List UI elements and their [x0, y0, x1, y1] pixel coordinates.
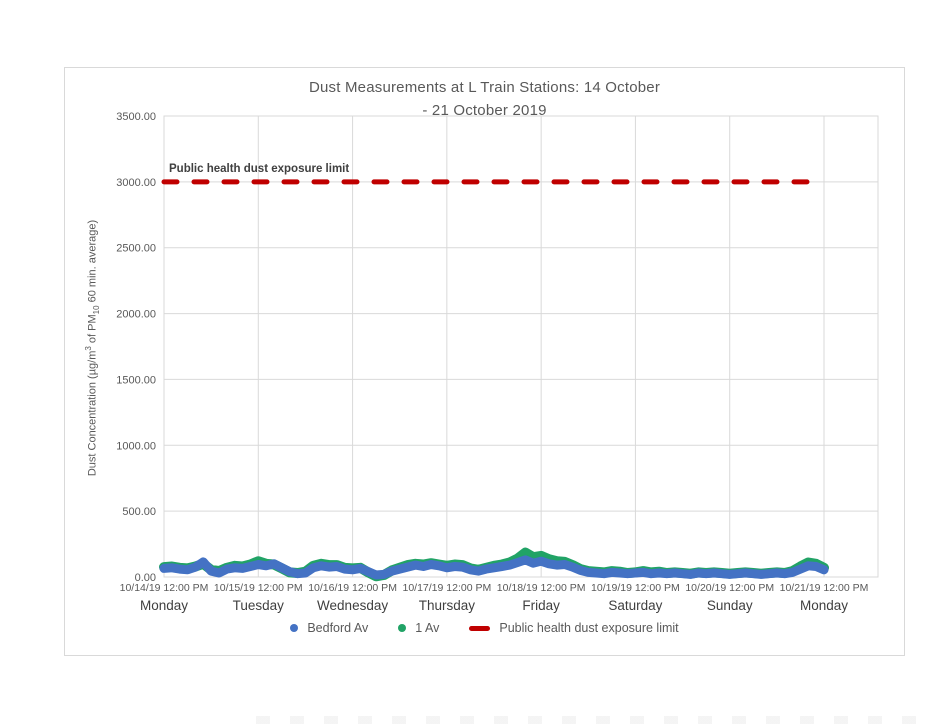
- y-axis-title-text: Dust Concentration (µg/m: [86, 350, 99, 477]
- chart-title-line2: - 21 October 2019: [422, 102, 547, 119]
- x-tick-datetime: 10/17/19 12:00 PM: [402, 582, 491, 594]
- x-tick-day: Wednesday: [317, 598, 388, 613]
- y-axis-title: Dust Concentration (µg/m3 of PM10 60 min…: [84, 128, 101, 568]
- legend-marker-dot: [398, 624, 407, 632]
- y-tick-label: 2000.00: [116, 309, 156, 321]
- x-tick-day: Thursday: [419, 598, 476, 613]
- legend: Bedford Av 1 Av Public health dust exposur…: [65, 621, 904, 635]
- y-tick-label: 500.00: [122, 506, 156, 518]
- legend-label: Bedford Av: [307, 621, 369, 635]
- legend-label: 1 Av: [415, 621, 440, 635]
- series-bedford-av: [159, 555, 829, 580]
- y-tick-label: 2500.00: [116, 243, 156, 255]
- x-tick-datetime: 10/18/19 12:00 PM: [497, 582, 586, 594]
- y-axis-title-sup: 3: [84, 346, 93, 351]
- reference-line-annotation: Public health dust exposure limit: [169, 163, 350, 175]
- y-tick-label: 3000.00: [116, 177, 156, 189]
- y-axis-title-suffix: 60 min. average): [86, 219, 99, 306]
- x-tick-day: Friday: [522, 598, 560, 613]
- chart-title-line1: Dust Measurements at L Train Stations: 1…: [308, 79, 661, 96]
- legend-item: Bedford Av: [290, 621, 368, 635]
- legend-item: 1 Av: [398, 621, 439, 635]
- y-axis-title-mid: of PM: [86, 314, 99, 347]
- plot-border: [163, 115, 879, 578]
- y-tick-label: 0.00: [135, 572, 156, 584]
- x-tick-datetime: 10/16/19 12:00 PM: [308, 582, 397, 594]
- chart-title: Dust Measurements at L Train Stations: 1…: [65, 76, 904, 122]
- legend-label: Public health dust exposure limit: [499, 621, 679, 635]
- x-tick-datetime: 10/20/19 12:00 PM: [685, 582, 774, 594]
- x-tick-day: Monday: [140, 598, 188, 613]
- legend-item: Public health dust exposure limit: [469, 621, 679, 635]
- y-tick-label: 1000.00: [116, 440, 156, 452]
- legend-marker-dash: [469, 625, 491, 631]
- x-tick-day: Saturday: [608, 598, 662, 613]
- x-tick-datetime: 10/19/19 12:00 PM: [591, 582, 680, 594]
- y-tick-label: 3500.00: [116, 111, 156, 123]
- legend-marker-dot: [290, 624, 299, 632]
- plot-svg: 0.00 500.00 1000.00 1500.00 2000.00 2500.00 30…: [116, 111, 879, 613]
- chart-frame: Dust Measurements at L Train Stations: 1…: [64, 67, 905, 656]
- x-tick-datetime: 10/15/19 12:00 PM: [214, 582, 303, 594]
- x-tick-day: Tuesday: [233, 598, 285, 613]
- y-axis-title-sub: 10: [91, 305, 101, 315]
- x-tick-datetime: 10/21/19 12:00 PM: [780, 582, 869, 594]
- y-tick-label: 1500.00: [116, 374, 156, 386]
- x-tick-datetime: 10/14/19 12:00 PM: [120, 582, 209, 594]
- x-tick-day: Monday: [800, 598, 848, 613]
- x-tick-day: Sunday: [707, 598, 753, 613]
- page-bottom-artifact: [256, 716, 936, 724]
